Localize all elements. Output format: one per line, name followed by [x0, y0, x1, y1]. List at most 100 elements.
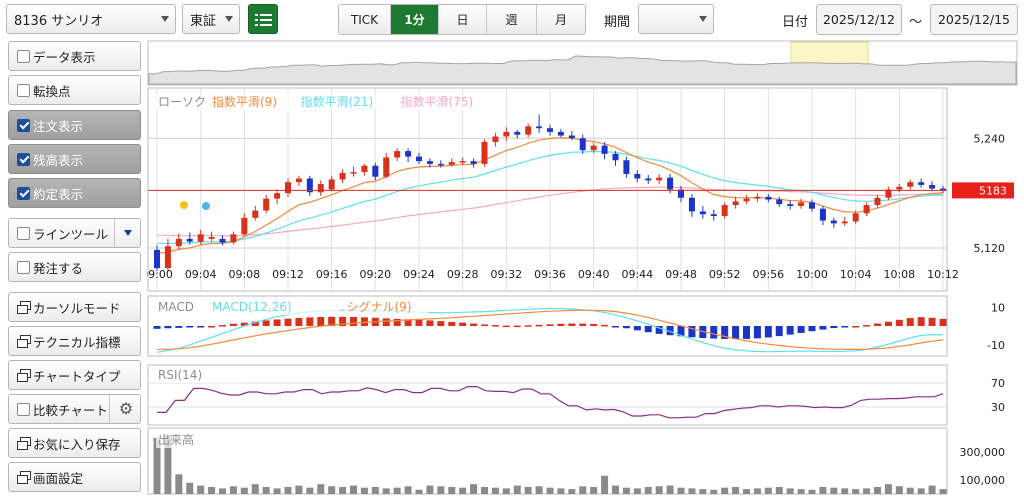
order-list-button[interactable]	[248, 4, 278, 34]
volume-bar	[251, 484, 259, 494]
candle-body	[874, 197, 881, 206]
sidebar-item-label: データ表示	[33, 49, 96, 65]
date-from-input[interactable]: 2025/12/12	[816, 4, 902, 35]
macd-histogram-bar	[382, 318, 390, 326]
position-display-toggle[interactable]: 残高表示	[8, 144, 141, 174]
macd-histogram-bar	[360, 317, 368, 326]
candle-body	[754, 196, 761, 199]
macd-histogram-bar	[229, 323, 237, 326]
technical-indicator-button[interactable]: テクニカル指標	[8, 326, 141, 356]
macd-histogram-bar	[874, 323, 881, 326]
macd-histogram-bar	[208, 326, 216, 328]
checkbox-icon	[17, 402, 30, 416]
x-tick-label: 10:12	[927, 268, 959, 281]
macd-histogram-bar	[732, 326, 740, 340]
legend-item: ローソク	[158, 95, 206, 109]
period-label: 期間	[604, 15, 631, 30]
data-display-toggle[interactable]: データ表示	[8, 41, 141, 71]
candle-body	[590, 145, 597, 151]
macd-histogram-bar	[306, 317, 314, 326]
macd-histogram-bar	[830, 326, 838, 329]
candle-body	[798, 202, 805, 206]
candle-body	[154, 249, 160, 269]
macd-histogram-bar	[612, 326, 619, 328]
macd-histogram-bar	[437, 321, 445, 326]
tab-tick[interactable]: TICK	[339, 5, 391, 34]
period-select[interactable]	[638, 4, 714, 34]
checkbox-icon	[17, 83, 30, 97]
volume-bar	[448, 486, 456, 494]
volume-bar	[328, 486, 336, 494]
order-display-toggle[interactable]: 注文表示	[8, 110, 141, 140]
macd-histogram-bar	[786, 326, 794, 335]
volume-bar	[568, 489, 576, 494]
cursor-mode-button[interactable]: カーソルモード	[8, 292, 141, 322]
volume-bar	[917, 488, 925, 494]
window-icon	[17, 471, 31, 484]
line-tool-dropdown-icon[interactable]	[114, 219, 140, 247]
symbol-select[interactable]: 8136 サンリオ	[6, 4, 176, 34]
volume-bar	[852, 489, 860, 494]
date-to-input[interactable]: 2025/12/15	[930, 4, 1018, 35]
candle-body	[274, 193, 281, 199]
tab-month[interactable]: 月	[537, 5, 585, 34]
screen-settings-button[interactable]: 画面設定	[8, 462, 141, 492]
place-order-toggle[interactable]: 発注する	[8, 252, 141, 282]
volume-bar	[393, 487, 401, 494]
window-icon	[17, 335, 31, 348]
chart-area[interactable]: 5,240 5,120 09:00 09:04 09:08 09:12 09:16 09:20…	[141, 40, 1024, 495]
macd-histogram-bar	[502, 325, 510, 328]
volume-bar	[219, 488, 226, 494]
tab-week[interactable]: 週	[487, 5, 537, 34]
candle-body	[710, 214, 717, 217]
x-tick-label: 09:52	[709, 268, 741, 281]
candle-body	[481, 141, 488, 164]
x-tick-label: 09:56	[752, 268, 784, 281]
macd-histogram-bar	[906, 318, 914, 326]
chart-type-button[interactable]: チャートタイプ	[8, 360, 141, 390]
save-favorite-button[interactable]: お気に入り保存	[8, 428, 141, 458]
candle-body	[372, 165, 379, 177]
chart-canvas[interactable]: 5,240 5,120 09:00 09:04 09:08 09:12 09:16 09:20…	[141, 40, 1024, 495]
volume-bar	[753, 488, 761, 494]
candle-body	[819, 208, 826, 221]
macd-histogram-bar	[633, 326, 641, 331]
x-tick-label: 09:00	[147, 268, 173, 281]
date-label: 日付	[782, 15, 809, 30]
line-tool-toggle[interactable]: ラインツール	[8, 218, 141, 248]
macd-histogram-bar	[339, 316, 347, 326]
exchange-select[interactable]: 東証	[182, 4, 240, 34]
macd-histogram-bar	[328, 316, 336, 326]
gear-icon[interactable]: ⚙	[118, 399, 134, 418]
macd-histogram-bar	[797, 326, 805, 333]
macd-histogram-bar	[917, 317, 925, 326]
macd-histogram-bar	[601, 324, 609, 327]
period-tab-group: TICK 1分 日 週 月	[338, 4, 586, 35]
legend-bg	[156, 95, 206, 110]
legend-bg	[398, 95, 495, 110]
compare-chart-toggle[interactable]: 比較チャート ⚙	[8, 394, 141, 424]
tab-1min[interactable]: 1分	[391, 5, 439, 34]
turning-point-toggle[interactable]: 転換点	[8, 75, 141, 105]
candle-body	[295, 178, 302, 183]
tab-day[interactable]: 日	[439, 5, 487, 34]
candle-body	[459, 161, 466, 163]
candle-body	[503, 131, 510, 137]
macd-histogram-bar	[666, 326, 674, 336]
x-tick-label: 09:08	[228, 268, 260, 281]
volume-bar	[688, 488, 696, 494]
execution-display-toggle[interactable]: 約定表示	[8, 178, 141, 208]
legend-item: MACD	[158, 300, 194, 314]
macd-histogram-bar	[350, 317, 357, 326]
macd-histogram-bar	[240, 322, 248, 326]
candle-body	[634, 173, 641, 179]
volume-bar	[601, 475, 609, 494]
candle-body	[929, 184, 936, 189]
volume-panel: 300,000 100,000 出来高	[147, 427, 1005, 495]
macd-histogram-bar	[295, 317, 303, 326]
overview-navigator[interactable]	[147, 40, 1018, 86]
volume-bar	[284, 486, 292, 494]
macd-histogram-bar	[197, 326, 205, 328]
volume-bar	[808, 489, 816, 494]
candle-body	[743, 198, 750, 202]
